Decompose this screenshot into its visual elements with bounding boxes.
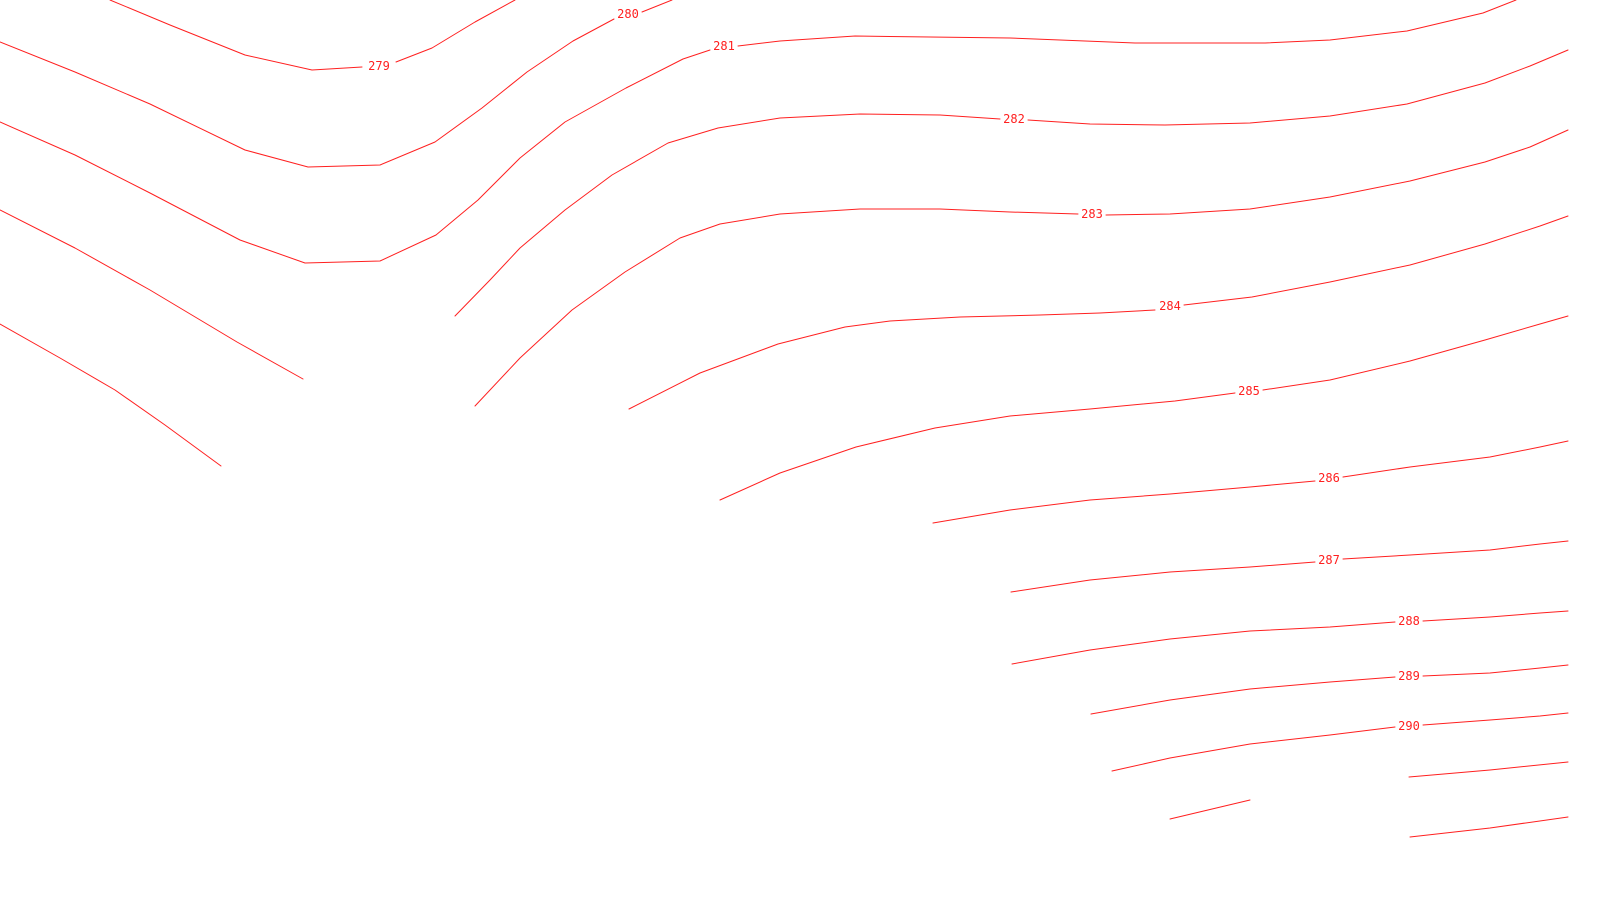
contour-label-284: 284 (1159, 299, 1181, 313)
contour-line-fragment (1169, 799, 1251, 820)
contour-lines (0, 0, 1569, 838)
contour-label-285: 285 (1238, 384, 1260, 398)
contour-label-281: 281 (713, 39, 735, 53)
contour-label-289: 289 (1398, 669, 1420, 683)
contour-line-283 (0, 129, 1569, 467)
contour-line-282 (0, 49, 1569, 380)
contour-line-fragment (1409, 816, 1569, 838)
contour-line-285 (719, 315, 1569, 501)
contour-line-290 (1111, 712, 1569, 772)
contour-line-280 (0, 0, 673, 168)
contour-label-287: 287 (1318, 553, 1340, 567)
contour-line-287 (1010, 540, 1569, 593)
contour-line-288 (1011, 610, 1569, 665)
contour-line-286 (932, 440, 1569, 524)
contour-label-283: 283 (1081, 207, 1103, 221)
contour-line-fragment (1408, 761, 1569, 778)
contour-line-279 (109, 0, 516, 71)
contour-label-282: 282 (1003, 112, 1025, 126)
contour-label-280: 280 (617, 7, 639, 21)
contour-label-286: 286 (1318, 471, 1340, 485)
contour-line-284 (628, 215, 1569, 410)
contour-line-289 (1090, 664, 1569, 715)
contour-label-290: 290 (1398, 719, 1420, 733)
contour-label-279: 279 (368, 59, 390, 73)
contour-line-281 (0, 0, 1517, 264)
contour-label-288: 288 (1398, 614, 1420, 628)
contour-labels: 279 280 281 282 283 284 285 286 287 288 … (368, 7, 1420, 733)
